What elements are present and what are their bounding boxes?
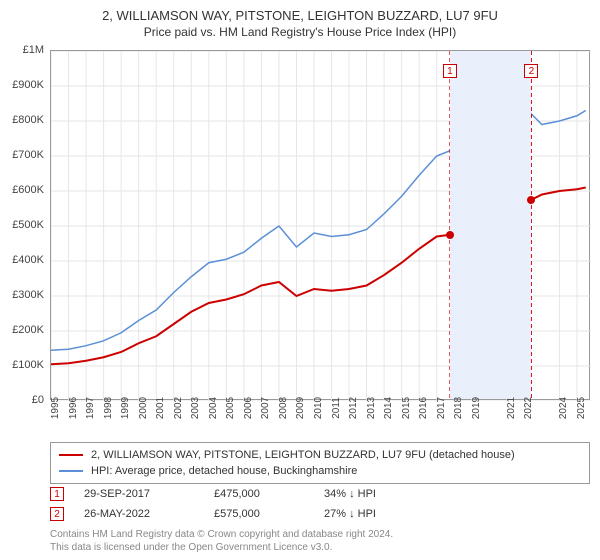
x-tick-label: 1998 [103, 397, 114, 419]
x-tick-label: 2025 [576, 397, 587, 419]
x-tick-label: 2008 [278, 397, 289, 419]
x-tick-label: 2007 [260, 397, 271, 419]
event-row: 1 29-SEP-2017 £475,000 34% ↓ HPI [50, 484, 590, 504]
event-delta: 34% ↓ HPI [324, 488, 376, 500]
x-tick-label: 2022 [523, 397, 534, 419]
x-tick-label: 1995 [50, 397, 61, 419]
x-tick-label: 2004 [208, 397, 219, 419]
y-tick-label: £700K [12, 149, 44, 161]
y-tick-label: £1M [23, 44, 44, 56]
event-table: 1 29-SEP-2017 £475,000 34% ↓ HPI 2 26-MAY-202… [50, 484, 590, 524]
x-tick-label: 1996 [68, 397, 79, 419]
x-tick-label: 2005 [225, 397, 236, 419]
footer-line-2: This data is licensed under the Open Gov… [50, 541, 590, 554]
y-tick-label: £800K [12, 114, 44, 126]
event-marker: 1 [443, 64, 457, 78]
x-tick-label: 2000 [138, 397, 149, 419]
legend-item: 2, WILLIAMSON WAY, PITSTONE, LEIGHTON BU… [59, 447, 581, 463]
footer: Contains HM Land Registry data © Crown c… [50, 528, 590, 554]
event-row: 2 26-MAY-2022 £575,000 27% ↓ HPI [50, 504, 590, 524]
x-tick-label: 1997 [85, 397, 96, 419]
event-delta: 27% ↓ HPI [324, 508, 376, 520]
x-tick-label: 2011 [331, 397, 342, 419]
event-date: 26-MAY-2022 [84, 508, 194, 520]
event-marker: 2 [524, 64, 538, 78]
y-tick-label: £500K [12, 219, 44, 231]
x-tick-label: 2016 [418, 397, 429, 419]
x-tick-label: 2001 [155, 397, 166, 419]
footer-line-1: Contains HM Land Registry data © Crown c… [50, 528, 590, 541]
event-date: 29-SEP-2017 [84, 488, 194, 500]
y-tick-label: £400K [12, 254, 44, 266]
x-tick-label: 2009 [295, 397, 306, 419]
x-tick-label: 2024 [558, 397, 569, 419]
y-tick-label: £300K [12, 289, 44, 301]
event-price: £475,000 [214, 488, 304, 500]
y-tick-label: £100K [12, 359, 44, 371]
y-tick-label: £900K [12, 79, 44, 91]
x-tick-label: 2014 [383, 397, 394, 419]
y-tick-label: £0 [32, 394, 44, 406]
event-marker-icon: 1 [50, 487, 64, 501]
x-tick-label: 2017 [436, 397, 447, 419]
x-tick-label: 2013 [366, 397, 377, 419]
page-title: 2, WILLIAMSON WAY, PITSTONE, LEIGHTON BU… [0, 0, 600, 23]
x-tick-label: 2015 [401, 397, 412, 419]
x-tick-label: 2006 [243, 397, 254, 419]
sale-dot [527, 196, 535, 204]
sale-dot [446, 231, 454, 239]
price-chart: 12 [50, 50, 590, 400]
x-axis-labels: 1995199619971998199920002001200220032004… [50, 402, 590, 442]
x-tick-label: 2021 [506, 397, 517, 419]
x-tick-label: 2002 [173, 397, 184, 419]
y-tick-label: £600K [12, 184, 44, 196]
legend: 2, WILLIAMSON WAY, PITSTONE, LEIGHTON BU… [50, 442, 590, 484]
legend-swatch [59, 470, 83, 472]
event-price: £575,000 [214, 508, 304, 520]
y-axis-labels: £0£100K£200K£300K£400K£500K£600K£700K£80… [0, 50, 48, 400]
page-subtitle: Price paid vs. HM Land Registry's House … [0, 23, 600, 39]
x-tick-label: 2012 [348, 397, 359, 419]
legend-item: HPI: Average price, detached house, Buck… [59, 463, 581, 479]
x-tick-label: 2010 [313, 397, 324, 419]
legend-swatch [59, 454, 83, 456]
legend-label: 2, WILLIAMSON WAY, PITSTONE, LEIGHTON BU… [91, 449, 515, 461]
x-tick-label: 1999 [120, 397, 131, 419]
y-tick-label: £200K [12, 324, 44, 336]
x-tick-label: 2003 [190, 397, 201, 419]
event-marker-icon: 2 [50, 507, 64, 521]
shaded-band [450, 51, 532, 399]
legend-label: HPI: Average price, detached house, Buck… [91, 465, 357, 477]
x-tick-label: 2019 [471, 397, 482, 419]
x-tick-label: 2018 [453, 397, 464, 419]
